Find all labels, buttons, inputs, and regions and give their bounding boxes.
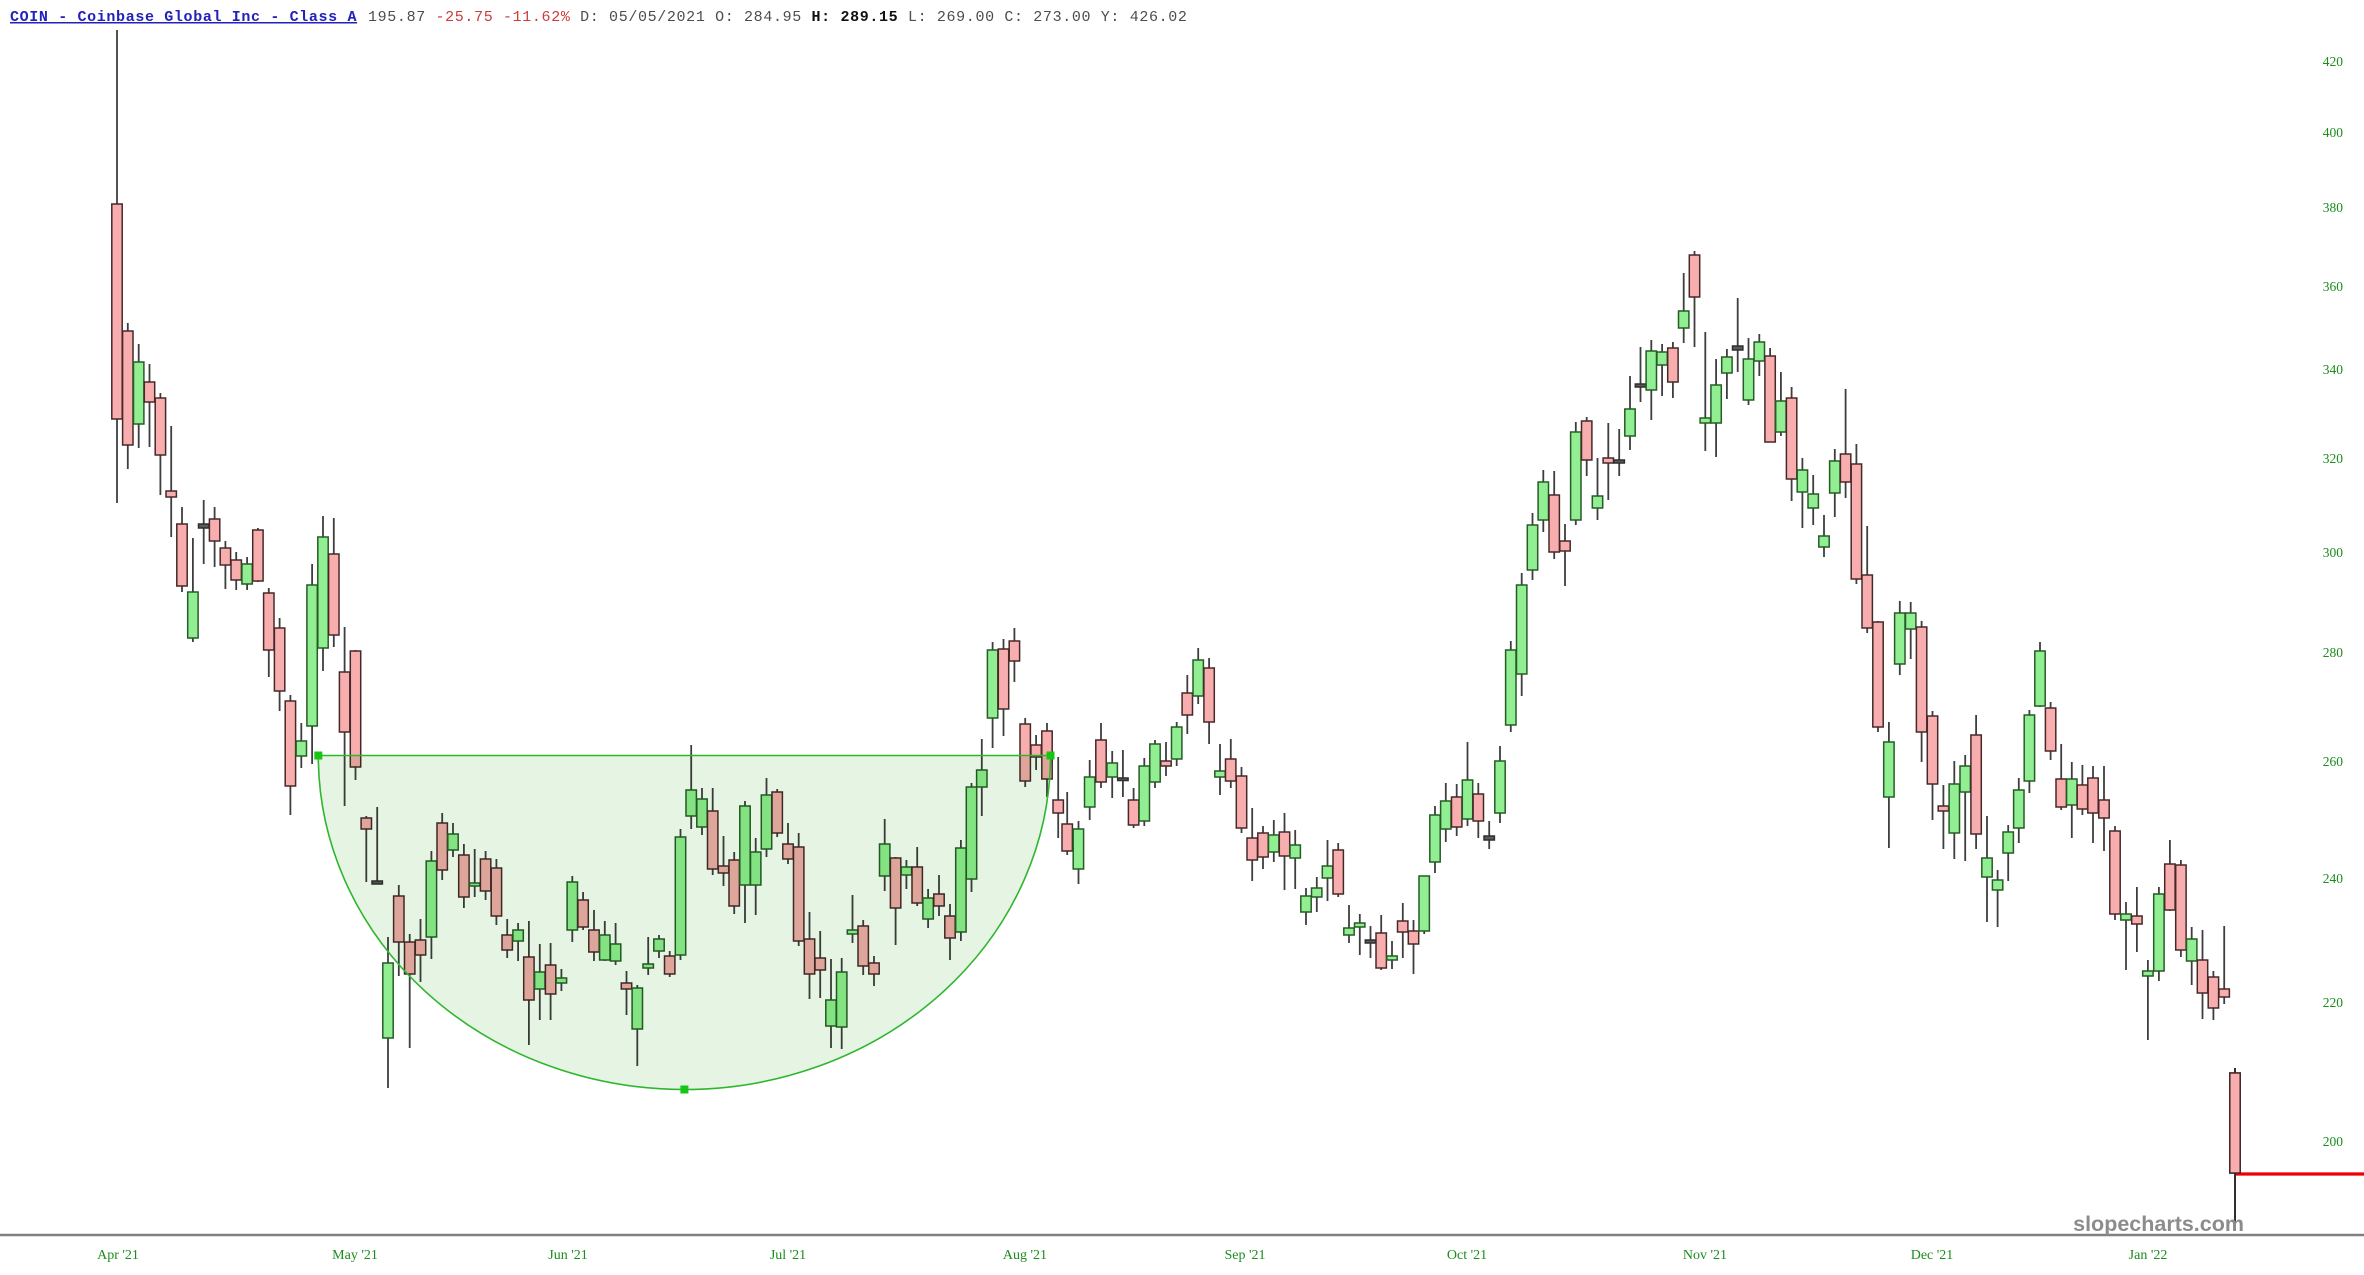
svg-text:COIN - Coinbase Global Inc - C: COIN - Coinbase Global Inc - Class A [10,9,357,26]
svg-text:300: 300 [2323,545,2344,560]
svg-text:340: 340 [2323,362,2344,377]
svg-text:slopecharts.com: slopecharts.com [2073,1212,2244,1236]
svg-text:320: 320 [2323,451,2344,466]
svg-text:260: 260 [2323,754,2344,769]
svg-text:200: 200 [2323,1134,2344,1149]
svg-text:420: 420 [2323,54,2344,69]
svg-text:220: 220 [2323,995,2344,1010]
svg-text:380: 380 [2323,200,2344,215]
svg-text:280: 280 [2323,645,2344,660]
svg-text:240: 240 [2323,871,2344,886]
svg-text:Jun '21: Jun '21 [548,1248,587,1263]
svg-text:Jan '22: Jan '22 [2129,1248,2168,1263]
svg-text:Jul '21: Jul '21 [770,1248,806,1263]
svg-text:195.87 -25.75 -11.62% D: 05/05: 195.87 -25.75 -11.62% D: 05/05/2021 O: 2… [368,9,1188,26]
svg-text:Nov '21: Nov '21 [1683,1248,1727,1263]
svg-text:Sep '21: Sep '21 [1224,1248,1265,1263]
svg-text:400: 400 [2323,125,2344,140]
svg-text:360: 360 [2323,279,2344,294]
svg-text:Dec '21: Dec '21 [1911,1248,1954,1263]
svg-text:Apr '21: Apr '21 [97,1248,139,1263]
svg-text:Aug '21: Aug '21 [1003,1248,1047,1263]
svg-text:May '21: May '21 [332,1248,378,1263]
svg-text:Oct '21: Oct '21 [1447,1248,1487,1263]
